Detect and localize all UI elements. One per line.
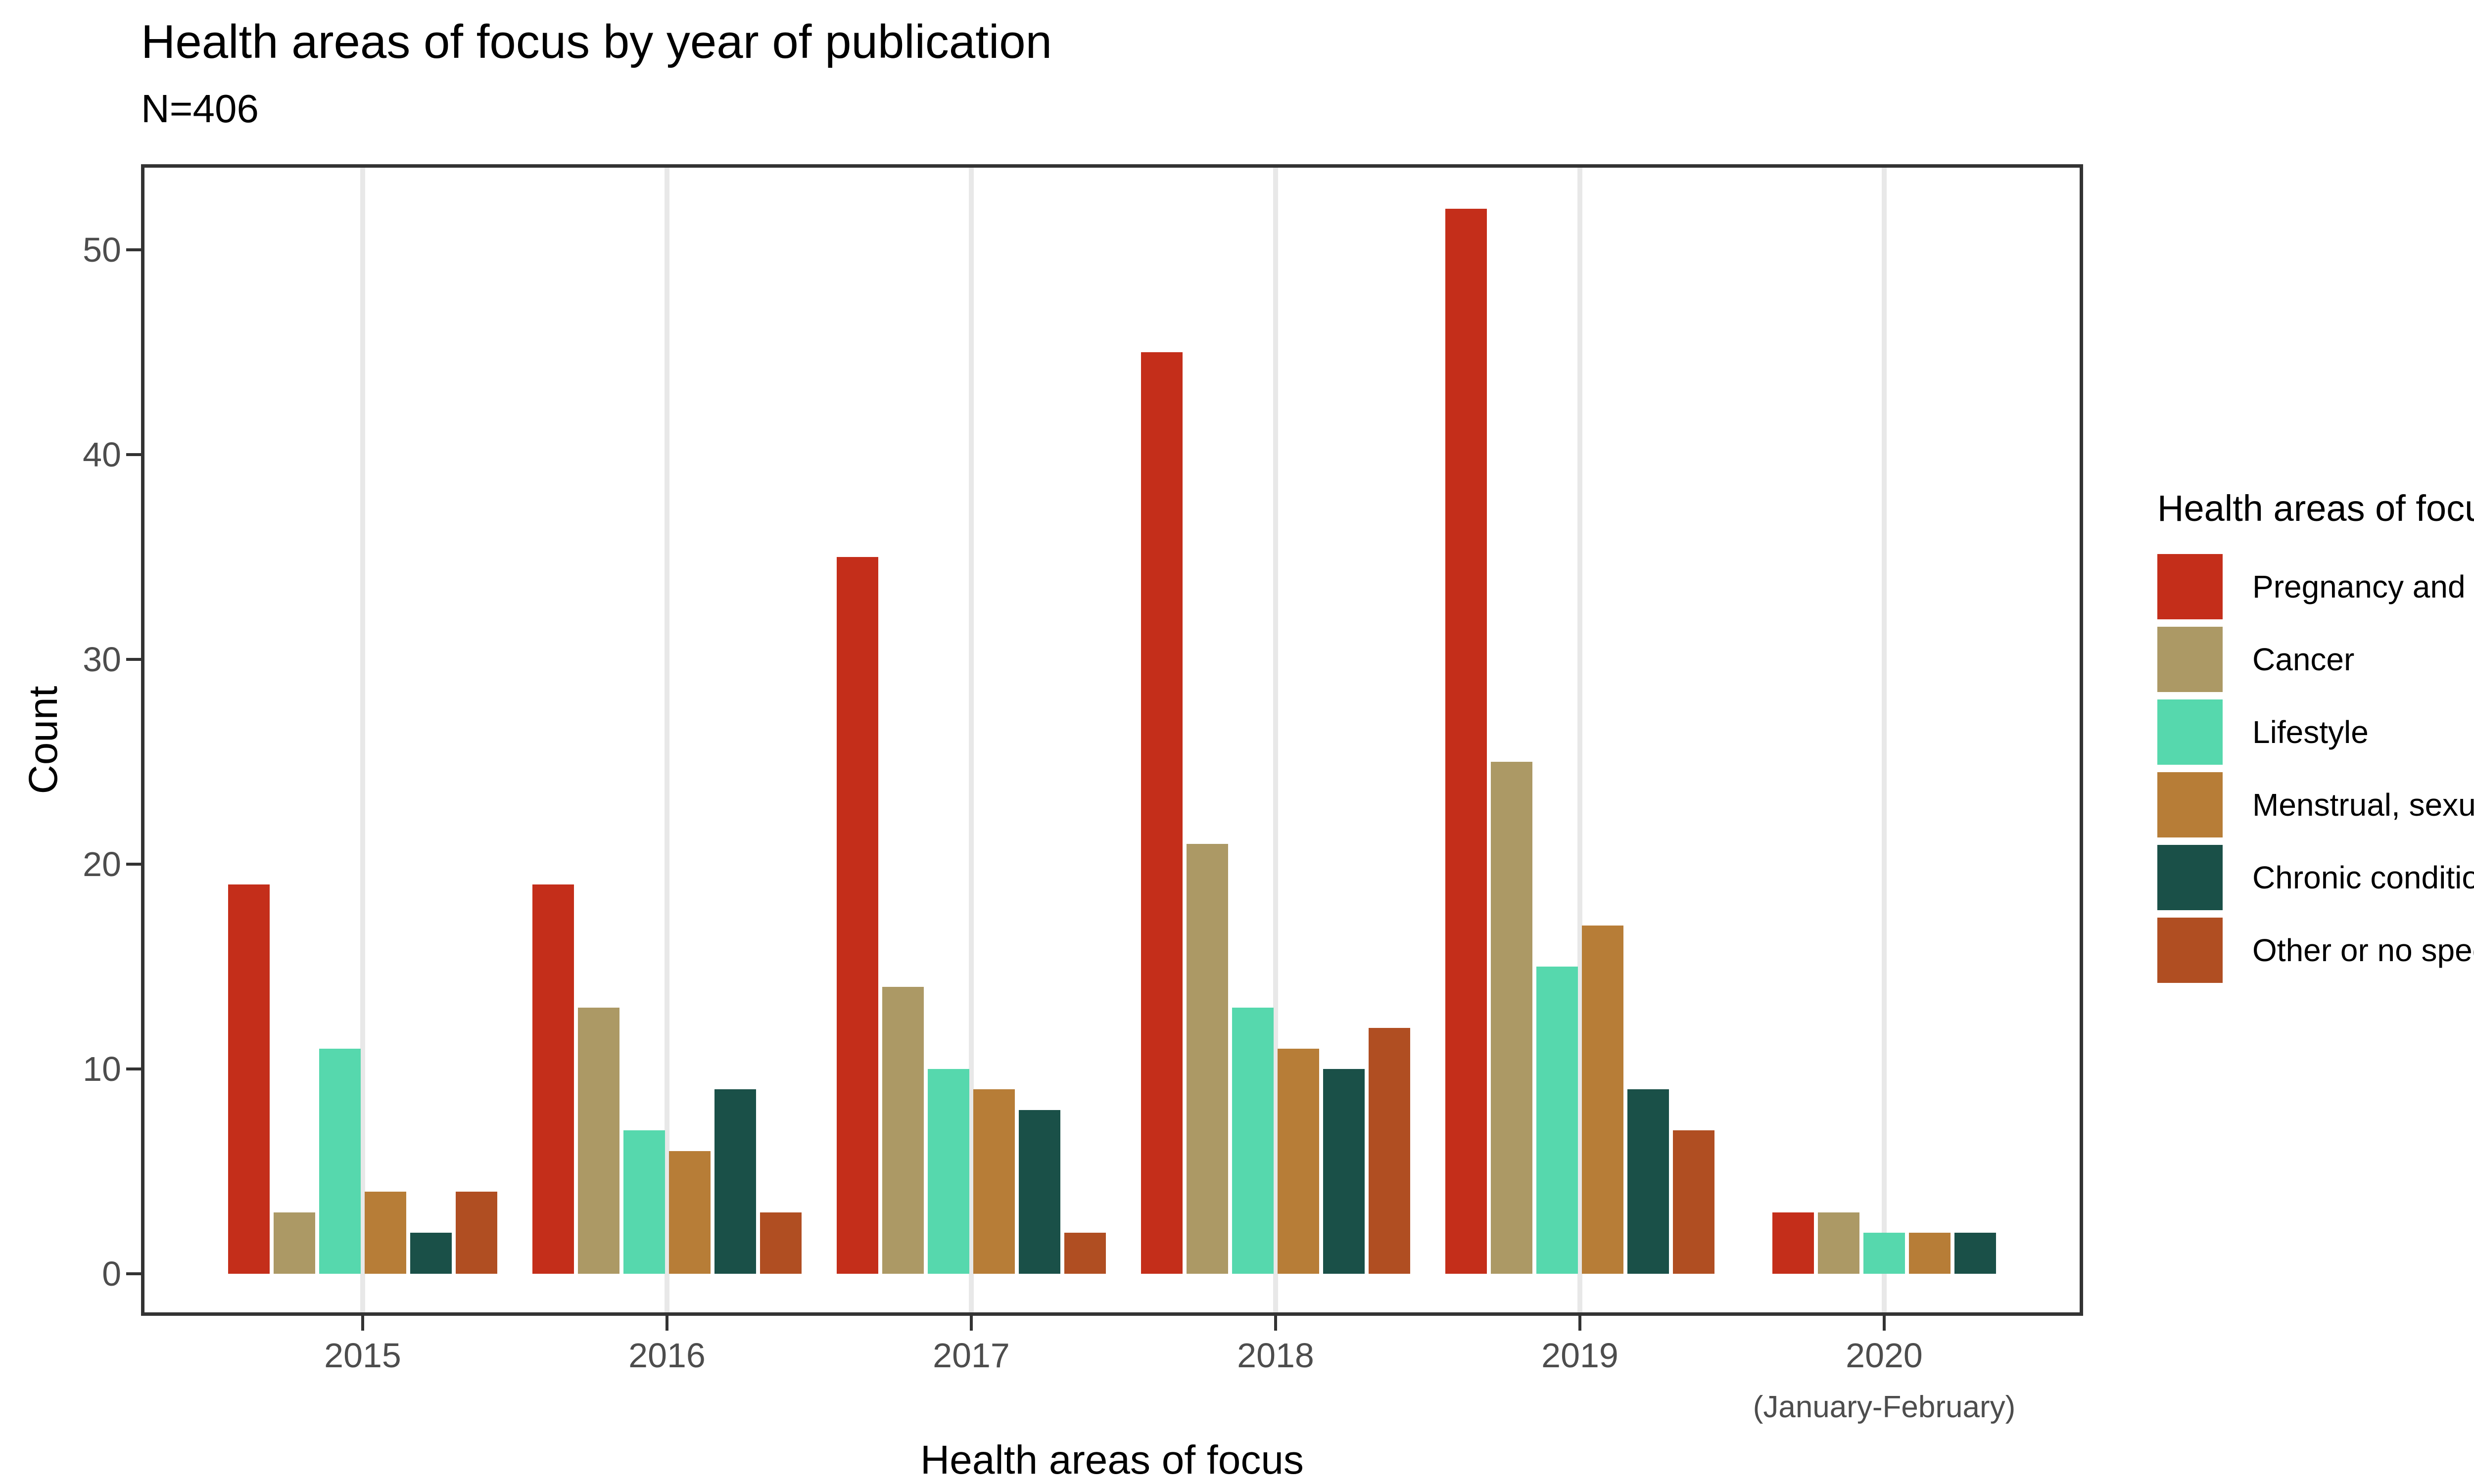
x-tick-2016 <box>666 1316 668 1331</box>
chart-subtitle: N=406 <box>141 87 259 131</box>
x-tick-2018 <box>1274 1316 1277 1331</box>
legend-entry-0: Pregnancy and the postpartum period <box>2157 554 2474 619</box>
gridline-2017 <box>969 164 974 1316</box>
bar-2020-series-4 <box>1954 1233 1996 1274</box>
bar-2017-series-2 <box>928 1069 969 1274</box>
bar-2018-series-5 <box>1369 1028 1410 1274</box>
bar-2017-series-5 <box>1064 1233 1106 1274</box>
legend-label-2: Lifestyle <box>2252 714 2369 750</box>
bar-2015-series-0 <box>228 884 270 1274</box>
y-tick-30 <box>126 658 141 661</box>
bar-2018-series-0 <box>1141 352 1183 1274</box>
bar-2016-series-1 <box>578 1008 619 1274</box>
x-tick-2020 <box>1883 1316 1886 1331</box>
chart-title: Health areas of focus by year of publica… <box>141 15 1052 68</box>
y-tick-40 <box>126 453 141 456</box>
legend-title: Health areas of focus <box>2157 488 2474 529</box>
legend-entry-1: Cancer <box>2157 627 2474 692</box>
bar-2020-series-0 <box>1772 1212 1814 1274</box>
y-tick-0 <box>126 1272 141 1275</box>
bar-2018-series-3 <box>1278 1049 1319 1274</box>
bar-2017-series-4 <box>1019 1110 1060 1274</box>
bar-2020-series-1 <box>1818 1212 1859 1274</box>
bar-2018-series-1 <box>1187 844 1228 1274</box>
bar-2015-series-1 <box>274 1212 315 1274</box>
bar-2017-series-1 <box>882 987 924 1274</box>
legend-key-swatch-1 <box>2157 627 2223 692</box>
legend-key-swatch-4 <box>2157 845 2223 910</box>
bar-2015-series-2 <box>319 1049 361 1274</box>
y-tick-label-50: 50 <box>83 231 121 269</box>
legend-entry-4: Chronic conditions <box>2157 845 2474 910</box>
bar-2017-series-0 <box>837 557 878 1274</box>
y-tick-10 <box>126 1067 141 1070</box>
bar-2019-series-4 <box>1627 1089 1669 1274</box>
bar-2019-series-5 <box>1673 1130 1714 1274</box>
bar-2019-series-3 <box>1582 926 1623 1274</box>
y-tick-50 <box>126 248 141 251</box>
bar-2017-series-3 <box>973 1089 1015 1274</box>
legend-key-swatch-0 <box>2157 554 2223 619</box>
bar-2019-series-0 <box>1445 209 1487 1274</box>
bar-2018-series-2 <box>1232 1008 1274 1274</box>
legend-key-swatch-2 <box>2157 699 2223 765</box>
plot-panel-border <box>141 164 2083 1316</box>
y-tick-label-40: 40 <box>83 435 121 474</box>
bar-2018-series-4 <box>1323 1069 1365 1274</box>
bar-2015-series-4 <box>410 1233 452 1274</box>
legend-label-4: Chronic conditions <box>2252 860 2474 895</box>
legend-label-1: Cancer <box>2252 642 2355 677</box>
x-axis-title: Health areas of focus <box>920 1438 1304 1483</box>
gridline-2018 <box>1273 164 1278 1316</box>
bar-2020-series-2 <box>1863 1233 1905 1274</box>
legend-entries: Pregnancy and the postpartum period Cance… <box>2157 554 2474 983</box>
x-tick-2017 <box>970 1316 973 1331</box>
gridline-2015 <box>360 164 365 1316</box>
bar-2016-series-3 <box>669 1151 711 1274</box>
bar-2016-series-0 <box>532 884 574 1274</box>
bar-2015-series-3 <box>365 1192 406 1274</box>
y-tick-20 <box>126 863 141 866</box>
bar-2020-series-3 <box>1909 1233 1951 1274</box>
y-tick-label-0: 0 <box>102 1254 121 1293</box>
x-tick-2015 <box>361 1316 364 1331</box>
x-tick-2019 <box>1578 1316 1581 1331</box>
bar-2015-series-5 <box>456 1192 497 1274</box>
bar-2019-series-2 <box>1536 967 1578 1274</box>
legend-label-3: Menstrual, sexual, and reproductive heal… <box>2252 787 2474 823</box>
legend: Health areas of focus Pregnancy and the … <box>2157 487 2474 990</box>
bar-2016-series-2 <box>623 1130 665 1274</box>
legend-entry-3: Menstrual, sexual, and reproductive heal… <box>2157 772 2474 837</box>
gridline-2020 <box>1882 164 1887 1316</box>
y-tick-label-10: 10 <box>83 1050 121 1088</box>
gridline-2016 <box>665 164 669 1316</box>
y-tick-label-30: 30 <box>83 640 121 679</box>
legend-label-5: Other or no specific health area <box>2252 932 2474 968</box>
bar-2016-series-5 <box>760 1212 802 1274</box>
legend-key-swatch-5 <box>2157 918 2223 983</box>
legend-label-0: Pregnancy and the postpartum period <box>2252 569 2474 604</box>
y-tick-label-20: 20 <box>83 845 121 883</box>
bar-2019-series-1 <box>1491 762 1532 1274</box>
legend-key-swatch-3 <box>2157 772 2223 837</box>
gridline-2019 <box>1577 164 1582 1316</box>
bar-2016-series-4 <box>714 1089 756 1274</box>
legend-entry-2: Lifestyle <box>2157 699 2474 765</box>
legend-entry-5: Other or no specific health area <box>2157 918 2474 983</box>
